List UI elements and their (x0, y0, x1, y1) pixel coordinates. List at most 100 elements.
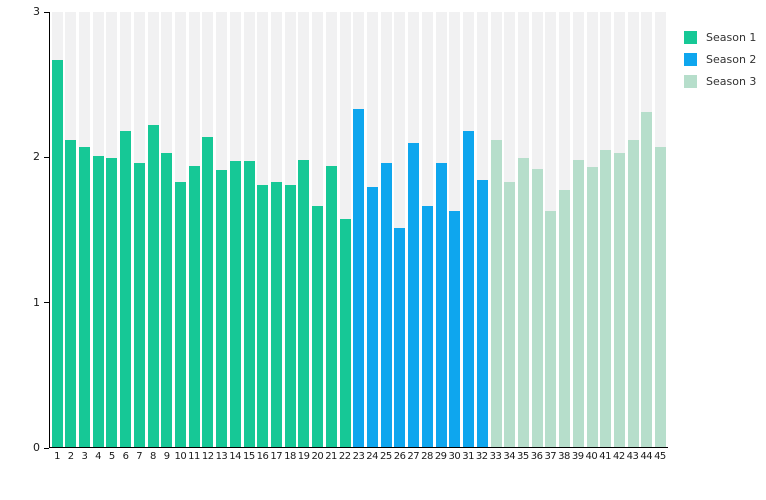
x-tick-label: 37 (544, 451, 557, 462)
bar-episode-9[interactable] (161, 152, 173, 447)
bar-episode-34[interactable] (504, 181, 516, 447)
bar-episode-3[interactable] (78, 146, 90, 447)
bar-episode-42[interactable] (613, 152, 625, 447)
bar-episode-4[interactable] (92, 155, 104, 447)
x-tick-label: 20 (311, 451, 324, 462)
bar-slot (627, 12, 639, 447)
bar-episode-11[interactable] (188, 165, 200, 447)
bar-episode-12[interactable] (202, 136, 214, 447)
bar-episode-35[interactable] (517, 158, 529, 447)
bar-episode-29[interactable] (435, 162, 447, 447)
bar-episode-24[interactable] (367, 187, 379, 447)
x-tick-label: 39 (571, 451, 584, 462)
legend-label: Season 3 (706, 75, 757, 88)
bar-slot (421, 12, 433, 447)
x-tick-label: 28 (421, 451, 433, 462)
x-tick-label: 10 (174, 451, 187, 462)
bar-episode-23[interactable] (353, 109, 365, 447)
bar-slot (284, 12, 296, 447)
bar-episode-19[interactable] (298, 159, 310, 447)
bar-episode-37[interactable] (545, 210, 557, 447)
x-tick-label: 6 (122, 451, 129, 462)
bar-episode-25[interactable] (380, 162, 392, 447)
bar-episode-41[interactable] (600, 149, 612, 447)
bar-slot (161, 12, 173, 447)
x-tick-label: 14 (229, 451, 241, 462)
bar-episode-28[interactable] (421, 206, 433, 447)
bar-slot (243, 12, 255, 447)
bar-episode-15[interactable] (243, 161, 255, 447)
bar-episode-39[interactable] (572, 159, 584, 447)
bar-episode-13[interactable] (216, 170, 228, 447)
bar-slot (655, 12, 667, 447)
bar-episode-32[interactable] (476, 180, 488, 447)
y-tick-label: 1 (33, 295, 40, 309)
bar-slot (367, 12, 379, 447)
bar-slot (586, 12, 598, 447)
bar-episode-6[interactable] (120, 130, 132, 447)
x-tick-label: 17 (270, 451, 283, 462)
bar-episode-2[interactable] (65, 139, 77, 447)
bar-episode-18[interactable] (284, 184, 296, 447)
bar-slot (202, 12, 214, 447)
x-tick-label: 16 (256, 451, 269, 462)
x-tick-label: 30 (448, 451, 461, 462)
bar-episode-21[interactable] (325, 165, 337, 447)
bar-slot (188, 12, 200, 447)
bar-episode-7[interactable] (133, 162, 145, 447)
bar-episode-45[interactable] (655, 146, 667, 447)
legend-item-season-3[interactable]: Season 3 (684, 75, 756, 88)
bar-episode-44[interactable] (641, 112, 653, 447)
bar-slot (394, 12, 406, 447)
bar-slot (504, 12, 516, 447)
x-tick-label: 38 (558, 451, 570, 462)
x-tick-label: 9 (163, 451, 170, 462)
bar-episode-30[interactable] (449, 210, 461, 447)
bar-slot (449, 12, 461, 447)
bar-slot (65, 12, 77, 447)
legend-item-season-2[interactable]: Season 2 (684, 53, 756, 66)
x-tick-label: 34 (503, 451, 516, 462)
y-tick-label: 2 (33, 150, 40, 164)
bar-slot (92, 12, 104, 447)
season-1-swatch (684, 31, 697, 44)
plot-area (49, 12, 668, 448)
x-tick-label: 2 (67, 451, 74, 462)
bar-slot (435, 12, 447, 447)
bar-episode-43[interactable] (627, 139, 639, 447)
bar-episode-40[interactable] (586, 167, 598, 447)
bar-slot (133, 12, 145, 447)
x-tick-label: 26 (393, 451, 406, 462)
bar-episode-16[interactable] (257, 184, 269, 447)
bar-episode-1[interactable] (51, 59, 63, 447)
bar-episode-26[interactable] (394, 228, 406, 447)
y-tick-mark (44, 447, 49, 449)
bar-episode-27[interactable] (408, 142, 420, 447)
bar-episode-36[interactable] (531, 168, 543, 447)
bar-episode-31[interactable] (463, 130, 475, 447)
x-tick-label: 31 (462, 451, 474, 462)
bar-episode-33[interactable] (490, 139, 502, 447)
bar-episode-17[interactable] (271, 181, 282, 447)
bar-episode-22[interactable] (339, 219, 351, 447)
bar-episode-10[interactable] (174, 181, 186, 447)
x-tick-label: 8 (149, 451, 156, 462)
bar-slot (257, 12, 269, 447)
bar-slot (463, 12, 475, 447)
bar-episode-20[interactable] (312, 206, 324, 447)
legend-item-season-1[interactable]: Season 1 (684, 31, 756, 44)
bar-slot (600, 12, 612, 447)
x-tick-label: 5 (108, 451, 115, 462)
bar-slot (353, 12, 365, 447)
bar-episode-5[interactable] (106, 158, 118, 447)
x-tick-label: 15 (242, 451, 255, 462)
bar-episode-38[interactable] (559, 190, 571, 447)
bar-episode-14[interactable] (229, 161, 241, 447)
bar-slot (408, 12, 420, 447)
bar-slot (380, 12, 392, 447)
bar-episode-8[interactable] (147, 125, 159, 447)
bar-slot (271, 12, 282, 447)
x-tick-label: 23 (352, 451, 365, 462)
bar-slot (147, 12, 159, 447)
